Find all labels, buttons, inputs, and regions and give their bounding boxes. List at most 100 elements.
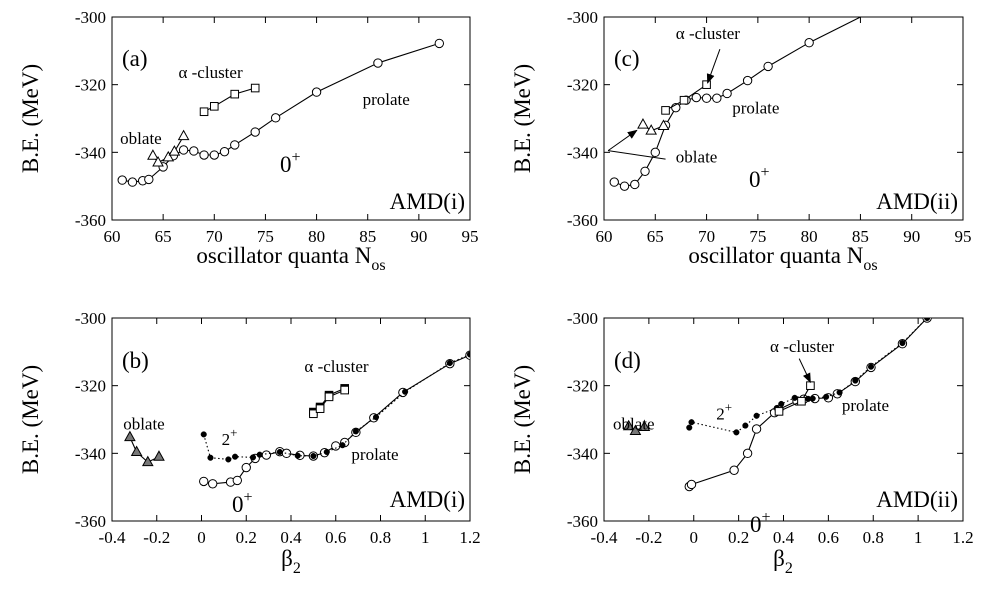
data-point-dot	[924, 318, 931, 322]
data-point-triangle	[168, 145, 181, 156]
data-point-dot	[200, 431, 207, 438]
data-point-triangle	[629, 424, 642, 436]
y-tick-label: -340	[75, 444, 106, 463]
data-point-square	[199, 107, 209, 117]
data-point-dot	[778, 400, 785, 407]
data-point-square	[806, 381, 815, 390]
x-axis-label-subscript: 2	[785, 560, 793, 577]
data-point-dot	[836, 389, 843, 396]
annotation-main: α -cluster	[676, 24, 740, 43]
state-label: 0+	[232, 489, 253, 517]
y-tick-label: -340	[567, 143, 598, 162]
data-point-circle	[178, 145, 189, 155]
data-point-circle	[729, 465, 739, 475]
annotation-text: α -cluster	[676, 24, 740, 43]
x-tick-label: 1.2	[952, 528, 973, 547]
x-tick-label: -0.4	[591, 528, 618, 547]
annotation-text: prolate	[732, 98, 779, 117]
x-axis-label: oscillator quanta Nos	[196, 243, 385, 274]
data-point-circle	[144, 174, 154, 185]
model-label: AMD(i)	[390, 487, 465, 512]
x-axis-label-subscript: os	[863, 257, 877, 274]
data-point-circle	[209, 150, 219, 160]
state-label-sup: +	[762, 509, 771, 526]
y-tick-label: -300	[567, 8, 598, 27]
data-point-circle	[127, 177, 138, 187]
data-point-dot	[294, 452, 301, 459]
x-tick-label: -0.2	[635, 528, 662, 547]
x-tick-label: -0.4	[99, 528, 126, 547]
data-point-circle	[804, 38, 814, 48]
x-tick-label: 0.2	[728, 528, 749, 547]
data-point-circle	[866, 8, 874, 16]
x-tick-label: 75	[749, 227, 766, 246]
state-label-sup: +	[292, 149, 301, 166]
data-point-square	[309, 409, 318, 419]
data-point-triangle	[645, 124, 658, 135]
data-point-circle	[691, 92, 702, 103]
y-axis-label: B.E. (MeV)	[510, 365, 535, 474]
data-point-triangle	[141, 455, 154, 467]
data-point-dot	[310, 452, 317, 460]
plot-frame	[603, 16, 964, 221]
x-tick-label: 65	[155, 227, 172, 246]
data-point-circle	[199, 476, 209, 487]
x-tick-label: 1	[421, 528, 430, 547]
data-point-dot	[688, 419, 695, 426]
data-point-dot	[402, 388, 409, 395]
data-point-circle	[742, 448, 753, 459]
x-axis-label-subscript: os	[371, 257, 385, 274]
data-point-circle	[189, 146, 199, 156]
data-point-dot	[249, 454, 257, 461]
x-axis-label-main: β	[773, 546, 785, 571]
annotation-arrow	[608, 150, 666, 160]
x-tick-label: 0	[197, 528, 206, 547]
data-point-circle	[199, 150, 209, 160]
data-point-square	[230, 89, 240, 99]
data-point-triangle	[622, 419, 635, 431]
panel-b: -0.4 -0.2 0 0.2 0.4 0.6 0.8 1 1.2 -360 -340 -320 -30…	[18, 309, 481, 577]
data-point-circle	[650, 147, 660, 158]
state-label-main: 0	[749, 167, 761, 192]
data-point-circle	[207, 479, 218, 489]
data-point-circle	[311, 87, 322, 97]
y-tick-label: -320	[75, 76, 106, 95]
panel-label: (d)	[614, 348, 641, 373]
data-point-square	[774, 407, 784, 416]
state-label: 0+	[280, 149, 301, 177]
annotation-main: oblate	[120, 129, 162, 148]
data-point-triangle	[152, 155, 164, 167]
data-point-triangle	[162, 150, 175, 162]
y-axis-label: B.E. (MeV)	[510, 64, 535, 173]
data-point-dot	[899, 339, 906, 347]
x-tick-label: 0.4	[280, 528, 302, 547]
data-point-square	[797, 396, 806, 406]
data-point-circle	[722, 88, 732, 99]
x-axis-label-subscript: 2	[293, 560, 301, 577]
series-group	[124, 350, 470, 489]
annotation-arrow	[607, 129, 638, 152]
annotation-text: oblate	[120, 129, 162, 148]
state-label-main: 0	[750, 512, 762, 537]
data-point-circle	[630, 179, 640, 190]
x-tick-label: 85	[359, 227, 376, 246]
data-point-dot	[352, 428, 359, 435]
x-tick-label: 60	[596, 227, 613, 246]
annotation-text: α -cluster	[304, 357, 368, 376]
panel-label: (a)	[122, 46, 148, 71]
annotation-main: 2	[222, 430, 231, 449]
data-point-square	[679, 95, 689, 105]
model-label: AMD(ii)	[876, 189, 958, 214]
data-point-dot	[372, 414, 380, 421]
data-point-circle	[261, 450, 272, 460]
state-label: 0+	[749, 164, 770, 192]
series-line-triangle	[129, 436, 160, 463]
x-tick-label: 85	[852, 227, 869, 246]
x-tick-label: 1	[914, 528, 923, 547]
data-point-dot	[753, 412, 760, 419]
annotation-text: oblate	[676, 147, 718, 166]
data-point-dot	[466, 351, 470, 358]
annotation-main: prolate	[842, 396, 889, 415]
annotation-main: oblate	[123, 415, 165, 434]
x-tick-label: 90	[410, 227, 427, 246]
